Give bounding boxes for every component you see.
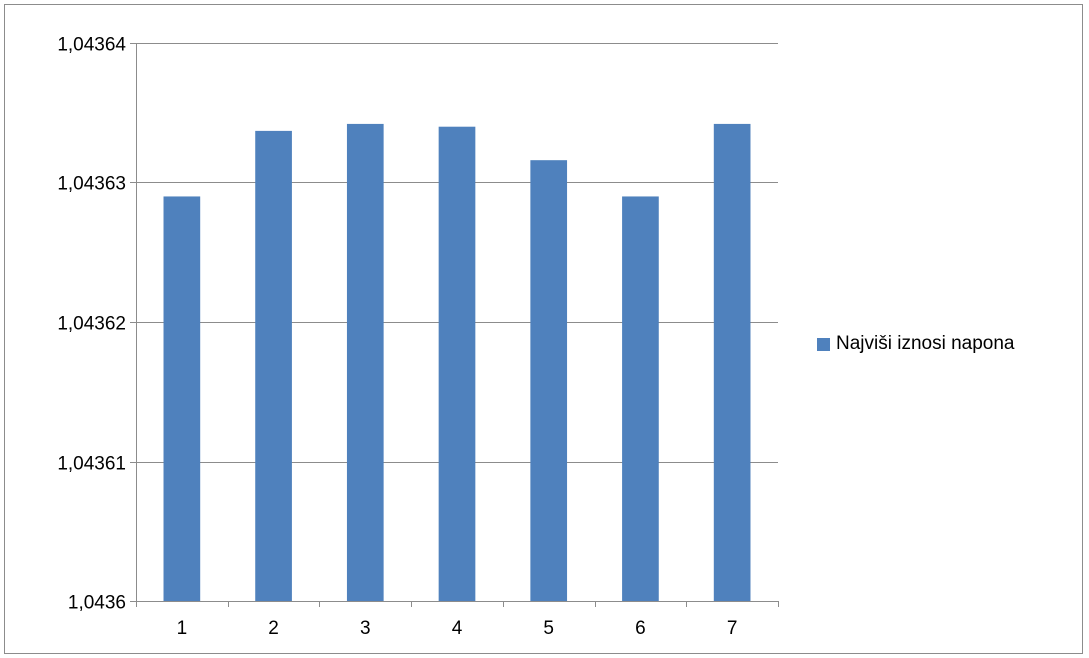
y-tick-label: 1,04361 (57, 454, 126, 475)
bar (163, 196, 201, 601)
x-tick-label: 6 (635, 618, 646, 639)
bar-chart: 1,0436 1,04361 1,04362 1,04363 1,04364 1 2 3 4 5 6… (57, 35, 779, 639)
chart-frame: 1,0436 1,04361 1,04362 1,04363 1,04364 1 2 3 4 5 6… (4, 4, 1083, 654)
x-tick-label: 7 (727, 618, 738, 639)
bar (713, 123, 751, 601)
y-tick-label: 1,0436 (68, 593, 126, 614)
y-tick-label: 1,04363 (57, 174, 126, 195)
legend: Najviši iznosi napona (817, 333, 1015, 355)
bar (346, 123, 384, 601)
y-tick-label: 1,04362 (57, 314, 126, 335)
x-tick-label: 2 (268, 618, 279, 639)
y-tick-label: 1,04364 (57, 35, 126, 56)
bar (255, 130, 292, 601)
bar (438, 126, 476, 601)
x-tick-label: 5 (543, 618, 554, 639)
bar (530, 160, 568, 601)
x-tick-label: 4 (452, 618, 463, 639)
legend-label: Najviši iznosi napona (836, 333, 1015, 354)
x-tick-label: 1 (177, 618, 188, 639)
legend-swatch (817, 337, 830, 351)
bar (622, 196, 659, 601)
x-tick-label: 3 (360, 618, 371, 639)
